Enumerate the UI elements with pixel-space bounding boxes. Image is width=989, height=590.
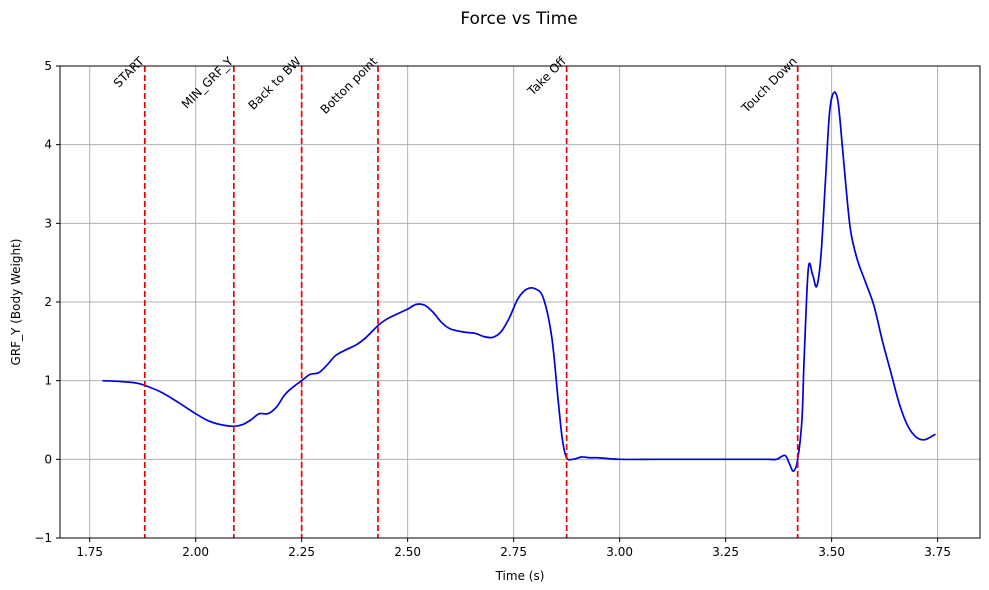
y-tick-label: 0 — [44, 452, 52, 466]
y-tick-label: 2 — [44, 295, 52, 309]
x-tick-label: 2.25 — [288, 545, 315, 559]
y-tick-label: 3 — [44, 216, 52, 230]
y-axis-label: GRF_Y (Body Weight) — [9, 239, 23, 366]
y-axis-ticks: −1 0 1 2 3 4 5 — [34, 59, 60, 545]
x-tick-label: 3.25 — [712, 545, 739, 559]
x-tick-label: 3.75 — [924, 545, 951, 559]
x-tick-label: 2.75 — [500, 545, 527, 559]
grf-series-line — [102, 91, 936, 472]
x-axis-label: Time (s) — [495, 569, 545, 583]
x-tick-label: 2.00 — [182, 545, 209, 559]
y-tick-label: 5 — [44, 59, 52, 73]
chart-title: Force vs Time — [460, 9, 577, 29]
series-layer — [102, 91, 936, 472]
x-tick-label: 3.00 — [606, 545, 633, 559]
x-tick-label: 2.50 — [394, 545, 421, 559]
y-tick-label: −1 — [34, 531, 52, 545]
plot-frame — [59, 65, 981, 539]
y-tick-label: 4 — [44, 138, 52, 152]
x-tick-label: 3.50 — [818, 545, 845, 559]
x-tick-label: 1.75 — [76, 545, 103, 559]
y-tick-label: 1 — [44, 374, 52, 388]
x-axis-ticks: 1.75 2.00 2.25 2.50 2.75 3.00 3.25 3.50 3.75 — [76, 538, 951, 559]
